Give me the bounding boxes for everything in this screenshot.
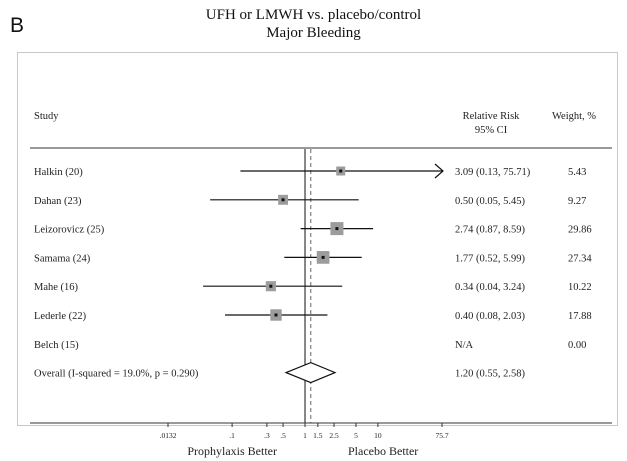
chart-title: UFH or LMWH vs. placebo/control Major Bl…: [0, 6, 627, 42]
point-estimate: [281, 198, 285, 202]
point-estimate: [274, 313, 278, 317]
chart-title-line1: UFH or LMWH vs. placebo/control: [205, 7, 422, 23]
x-tick-label: .5: [280, 431, 286, 440]
plot-frame: [17, 52, 618, 426]
study-name: Samama (24): [34, 253, 91, 264]
study-name: Lederle (22): [34, 311, 87, 322]
x-tick-label: .1: [229, 431, 235, 440]
x-tick-label: .0132: [160, 431, 177, 440]
header-ci: 95% CI: [475, 125, 508, 136]
x-tick-label: 2.5: [329, 431, 339, 440]
ci-label: 3.09 (0.13, 75.71): [455, 167, 531, 178]
x-tick-label: .3: [264, 431, 270, 440]
ci-label: 0.40 (0.08, 2.03): [455, 311, 525, 322]
point-estimate: [321, 255, 325, 259]
ci-label: 1.77 (0.52, 5.99): [455, 253, 525, 264]
header-weight: Weight, %: [552, 111, 596, 122]
x-tick-label: 75.7: [435, 431, 448, 440]
point-estimate: [335, 227, 339, 231]
x-label-right: Placebo Better: [348, 444, 418, 458]
ci-label: 0.34 (0.04, 3.24): [455, 282, 525, 293]
header-study: Study: [34, 111, 59, 122]
weight-label: 10.22: [568, 282, 592, 293]
x-tick-label: 10: [374, 431, 382, 440]
overall-ci-label: 1.20 (0.55, 2.58): [455, 369, 525, 380]
x-tick-label: 1: [303, 431, 307, 440]
overall-diamond: [284, 361, 337, 384]
weight-label: 9.27: [568, 196, 586, 207]
study-name: Dahan (23): [34, 196, 82, 207]
chart-title-line2: Major Bleeding: [266, 25, 361, 41]
study-name: Mahe (16): [34, 282, 79, 293]
weight-label: 27.34: [568, 253, 592, 264]
weight-label: 17.88: [568, 311, 592, 322]
weight-label: 5.43: [568, 167, 586, 178]
point-estimate: [339, 169, 343, 173]
study-name: Leizorovicz (25): [34, 225, 105, 236]
x-label-left: Prophylaxis Better: [187, 444, 277, 458]
x-tick-label: 1.5: [313, 431, 323, 440]
ci-label: N/A: [455, 340, 474, 351]
ci-arrow: [434, 163, 444, 179]
x-tick-label: 5: [354, 431, 358, 440]
weight-label: 0.00: [568, 340, 586, 351]
overall-label: Overall (I-squared = 19.0%, p = 0.290): [34, 369, 199, 380]
ci-label: 0.50 (0.05, 5.45): [455, 196, 525, 207]
point-estimate: [269, 284, 273, 288]
weight-label: 29.86: [568, 225, 592, 236]
study-name: Halkin (20): [34, 167, 83, 178]
ci-label: 2.74 (0.87, 8.59): [455, 225, 525, 236]
header-relative-risk: Relative Risk: [463, 111, 521, 122]
study-name: Belch (15): [34, 340, 79, 351]
plot-layer: Halkin (20) 3.09 (0.13, 75.71) 5.43 Dahan (…: [30, 149, 612, 458]
panel-letter: B: [10, 14, 25, 37]
